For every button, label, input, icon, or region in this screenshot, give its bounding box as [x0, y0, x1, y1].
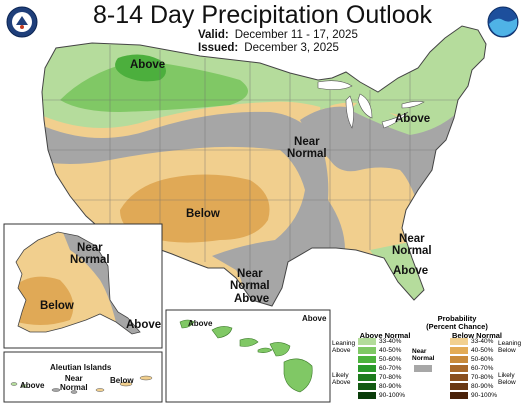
aleutian-islands [10, 375, 153, 394]
legend-title: Probability [437, 314, 477, 323]
legend-above-swatch [358, 392, 376, 399]
legend-below-range: 40-50% [471, 347, 494, 354]
legend-likely-below: Likely Below [498, 372, 516, 386]
legend-subtitle: (Percent Chance) [426, 322, 488, 331]
legend-below-range: 90-100% [471, 392, 498, 399]
legend-below-range: 80-90% [471, 383, 494, 390]
label-aleutian-below: Below [110, 376, 134, 385]
legend-above-range: 40-50% [379, 347, 402, 354]
legend-below-range: 33-40% [471, 338, 494, 345]
legend-below-range: 50-60% [471, 356, 494, 363]
legend-above-range: 50-60% [379, 356, 402, 363]
legend-likely-above: Likely Above [332, 372, 351, 386]
label-near-normal-se: Near Normal [392, 233, 432, 257]
label-above-fl: Above [393, 265, 429, 277]
legend-above-swatch [358, 338, 376, 345]
label-near-normal-tx: Near Normal [230, 268, 270, 292]
hawaii-inset-frame [165, 309, 331, 403]
valid-line: Valid: December 11 - 17, 2025 [198, 29, 358, 41]
legend-above-header: Above Normal [359, 331, 411, 340]
legend-below-swatch [450, 347, 468, 354]
legend-above-range: 80-90% [379, 383, 402, 390]
legend-below-swatch [450, 383, 468, 390]
legend-leaning-above: Leaning Above [332, 340, 356, 354]
legend-below-range: 60-70% [471, 365, 494, 372]
legend-below-swatch [450, 356, 468, 363]
label-ak-below: Below [40, 300, 74, 312]
noaa-logo-icon [487, 6, 519, 38]
legend-near-swatch [414, 365, 432, 372]
legend-below-range: 70-80% [471, 374, 494, 381]
label-hi-above-left: Above [188, 319, 213, 328]
label-below-sw: Below [186, 208, 220, 220]
label-hi-above-right: Above [302, 314, 327, 323]
label-near-normal-central: Near Normal [287, 136, 327, 160]
legend-below-swatch [450, 392, 468, 399]
legend-below-swatch [450, 365, 468, 372]
legend-above-swatch [358, 356, 376, 363]
legend-above-range: 60-70% [379, 365, 402, 372]
label-above-ne: Above [395, 113, 431, 125]
legend-below-swatch [450, 374, 468, 381]
legend-above-range: 70-80% [379, 374, 402, 381]
legend-leaning-below: Leaning Below [498, 340, 522, 354]
legend-above-swatch [358, 374, 376, 381]
legend-above-range: 90-100% [379, 392, 406, 399]
label-aleutian-title: Aleutian Islands [50, 363, 112, 372]
label-above-tx: Above [234, 293, 270, 305]
label-ak-near-normal: Near Normal [70, 242, 110, 266]
great-lakes [317, 80, 425, 129]
label-ak-above: Above [126, 319, 162, 331]
legend-below-swatch [450, 338, 468, 345]
doc-seal-icon [6, 6, 38, 38]
legend-near-normal-label: Near Normal [412, 348, 435, 362]
label-aleutian-near: Near Normal [60, 374, 88, 392]
label-above-nw: Above [130, 59, 166, 71]
legend-above-swatch [358, 365, 376, 372]
legend-above-swatch [358, 347, 376, 354]
map-title: 8-14 Day Precipitation Outlook [92, 1, 433, 29]
issued-line: Issued: December 3, 2025 [198, 42, 339, 54]
legend: Probability (Percent Chance) Above Norma… [332, 310, 524, 404]
hawaii-islands [179, 319, 313, 393]
label-aleutian-above: Above [20, 381, 45, 390]
legend-above-swatch [358, 383, 376, 390]
legend-below-header: Below Normal [451, 331, 502, 340]
aleutian-inset-frame [3, 351, 163, 403]
legend-above-range: 33-40% [379, 338, 402, 345]
